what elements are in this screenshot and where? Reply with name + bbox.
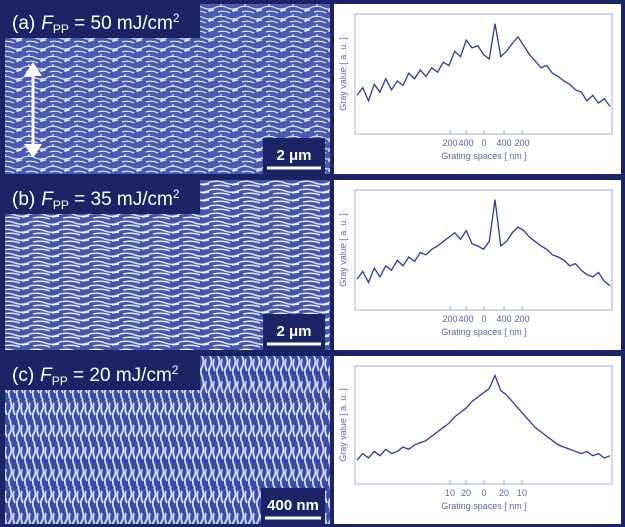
panel: (c) FPP = 20 mJ/cm2 400 nm 10 20 0 20 10 Grating… [5, 356, 621, 524]
panel-label: (b) [12, 189, 35, 210]
fluence-text: = 20 mJ/cm [68, 365, 172, 386]
fluence-subscript: PP [53, 22, 69, 36]
x-tick-label: 20 [499, 488, 509, 498]
label-bg [5, 180, 200, 214]
panel-caption: (c) FPP = 20 mJ/cm2 [12, 363, 179, 388]
fluence-symbol: F [41, 189, 54, 210]
profile-line [356, 199, 611, 287]
x-tick-label: 0 [481, 138, 486, 148]
fluence-subscript: PP [52, 374, 68, 388]
y-axis-label: Gray value [ a. u. ] [338, 213, 348, 287]
label-bg [5, 356, 200, 390]
x-tick-label: 0 [481, 314, 486, 324]
x-tick-label: 10 [445, 488, 455, 498]
x-tick-label: 400 [496, 138, 511, 148]
panel-label: (c) [12, 365, 34, 386]
profile-line [356, 23, 611, 107]
x-tick-label: 0 [481, 488, 486, 498]
x-axis-label: Grating spaces [ nm ] [441, 327, 527, 337]
fluence-text: = 35 mJ/cm [69, 189, 173, 210]
panel-caption: (a) FPP = 50 mJ/cm2 [12, 11, 180, 36]
profile-line [356, 373, 611, 461]
panel-caption: (b) FPP = 35 mJ/cm2 [12, 187, 180, 212]
x-axis-label: Grating spaces [ nm ] [441, 151, 527, 161]
fluence-text: = 50 mJ/cm [69, 13, 173, 34]
x-tick-label: 200 [442, 138, 457, 148]
x-tick-label: 400 [458, 138, 473, 148]
scale-bar-label: 2 μm [276, 147, 311, 164]
plot-bg [334, 180, 621, 350]
panel-label: (a) [12, 13, 35, 34]
fluence-symbol: F [40, 365, 53, 386]
scale-bar-label: 2 μm [276, 323, 311, 340]
scale-bar-label: 400 nm [267, 497, 319, 514]
x-tick-label: 200 [442, 314, 457, 324]
x-tick-label: 10 [517, 488, 527, 498]
x-tick-label: 20 [461, 488, 471, 498]
y-axis-label: Gray value [ a. u. ] [338, 388, 348, 462]
fluence-superscript: 2 [173, 11, 180, 25]
x-tick-label: 200 [514, 138, 529, 148]
x-tick-label: 400 [496, 314, 511, 324]
x-tick-label: 200 [514, 314, 529, 324]
fluence-symbol: F [41, 13, 54, 34]
x-tick-label: 400 [458, 314, 473, 324]
fluence-superscript: 2 [173, 187, 180, 201]
plot-bg [334, 356, 621, 524]
fluence-superscript: 2 [172, 363, 179, 377]
label-bg [5, 4, 200, 38]
y-axis-label: Gray value [ a. u. ] [338, 37, 348, 111]
fluence-subscript: PP [53, 198, 69, 212]
x-axis-label: Grating spaces [ nm ] [441, 501, 527, 511]
